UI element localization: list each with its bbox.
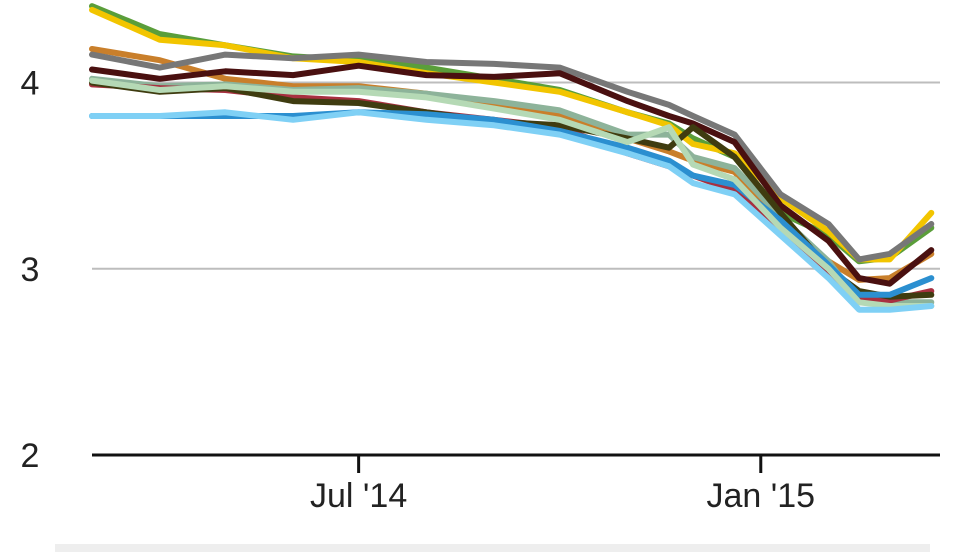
y-axis-ticks: 2 3 4 xyxy=(21,65,40,476)
series-line-9 xyxy=(89,109,935,298)
series-line-2 xyxy=(89,6,935,263)
y-tick-label: 2 xyxy=(21,437,40,475)
x-tick-label: Jan '15 xyxy=(706,477,815,515)
series-line-10 xyxy=(89,77,935,309)
x-axis-ticks: Jul '14 Jan '15 xyxy=(310,455,815,515)
series-line-11 xyxy=(89,109,935,313)
footer-bar xyxy=(55,544,930,552)
x-tick-label: Jul '14 xyxy=(310,477,407,515)
y-tick-label: 4 xyxy=(21,65,40,103)
series-lines xyxy=(89,3,935,313)
series-line-5 xyxy=(89,62,935,287)
series-line-4 xyxy=(89,51,935,263)
y-tick-label: 3 xyxy=(21,251,40,289)
